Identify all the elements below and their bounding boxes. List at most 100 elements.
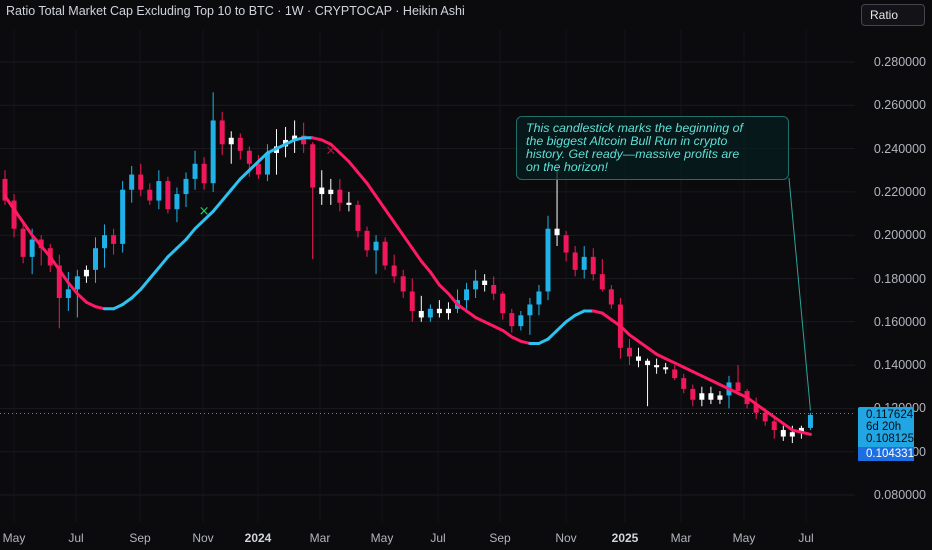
candle-body [183,178,189,195]
candle-body [771,421,777,431]
moving-average-segment [546,328,559,341]
candle-body [654,365,660,368]
candle-body [427,308,433,318]
annotation-line-4: on the horizon! [526,160,608,174]
moving-average-segment [410,246,423,263]
moving-average-segment [220,188,233,203]
candle-body [11,200,17,229]
moving-average-segment [57,268,70,285]
candle-body [328,189,334,195]
moving-average-segment [75,292,88,304]
candle-body [264,152,270,175]
candle-body [509,313,515,327]
time-tick-label: Sep [489,531,511,545]
candle-body [346,202,352,205]
moving-average-segment [763,409,776,419]
moving-average-segment [799,430,812,436]
candle-body [663,367,669,370]
moving-average-segment [646,346,659,356]
moving-average-segment [618,324,631,337]
moving-average-segment [112,302,125,311]
moving-average-segment [591,309,604,315]
moving-average-segment [745,396,758,406]
moving-average-segment [374,194,387,211]
time-tick-label: Nov [192,531,214,545]
moving-average-segment [347,160,360,174]
candle-body [292,135,298,140]
candle-body [319,187,325,195]
candle-body [129,174,135,190]
annotation-line-2: the biggest Altcoin Bull Run in crypto [526,134,728,148]
candle-body [753,404,759,413]
moving-average-segment [401,233,414,250]
candle-body [436,308,442,314]
moving-average-segment [456,302,469,313]
countdown-label: 6d 20h [866,421,902,433]
moving-average-segment [465,309,478,319]
moving-average-segment [727,387,740,395]
candle-body [237,137,243,151]
low-value-tag: 0.104331 [858,447,914,461]
moving-average-segment [311,136,324,142]
candle-body [445,308,451,314]
annotation-callout[interactable]: This candlestick marks the beginning of … [516,116,789,180]
candle-body [102,235,108,249]
moving-average-segment [94,305,107,311]
candle-body [464,289,470,301]
candle-body [482,280,488,285]
moving-average-segment [700,374,713,382]
candle-body [210,120,216,184]
moving-average-segment [754,402,767,413]
moving-average-segment [130,287,143,300]
moving-average-segment [637,339,650,350]
time-tick-label: Sep [129,531,151,545]
candle-body [219,120,225,145]
candle-body [626,347,632,357]
candle-body [255,163,261,175]
moving-average-segment [781,422,794,432]
candle-body [111,235,117,244]
annotation-connector [788,177,811,411]
candle-body [762,412,768,422]
moving-average-segment [148,266,161,280]
moving-average-segment [673,361,686,369]
candle-body [735,382,741,392]
moving-average-segment [229,177,242,192]
annotation-line-1: This candlestick marks the beginning of [526,121,743,135]
moving-average-segment [320,138,333,146]
moving-average-segment [21,220,34,237]
moving-average-segment [139,277,152,291]
candle-body [563,235,569,253]
moving-average-segment [338,151,351,164]
candle-body [545,228,551,292]
candle-body [192,163,198,179]
signal-marker-1: × [325,143,336,158]
moving-average-segment [573,309,586,317]
moving-average-segment [238,168,251,181]
moving-average-segment [664,357,677,365]
moving-average-segment [166,246,179,259]
moving-average-segment [736,391,749,400]
moving-average-segment [157,255,170,270]
candle-body [554,228,560,236]
candle-body [147,189,153,201]
price-tick-label: 0.220000 [873,184,926,199]
time-tick-label: May [732,531,756,545]
candle-body [500,293,506,314]
moving-average-segment [437,283,450,296]
time-tick-label: Jul [798,531,814,545]
candle-body [599,274,605,290]
candle-body [645,360,651,366]
candle-body [301,135,307,145]
price-tick-label: 0.240000 [873,141,926,156]
moving-average-segment [66,281,79,296]
candle-body [717,395,723,400]
moving-average-segment [474,315,487,324]
candle-body [699,393,705,400]
candle-body [681,378,687,389]
current-price-tag: 0.117624 6d 20h 0.108125 [858,407,914,447]
moving-average-segment [709,378,722,387]
ratio-button[interactable]: Ratio [861,4,925,26]
candle-body [636,356,641,361]
